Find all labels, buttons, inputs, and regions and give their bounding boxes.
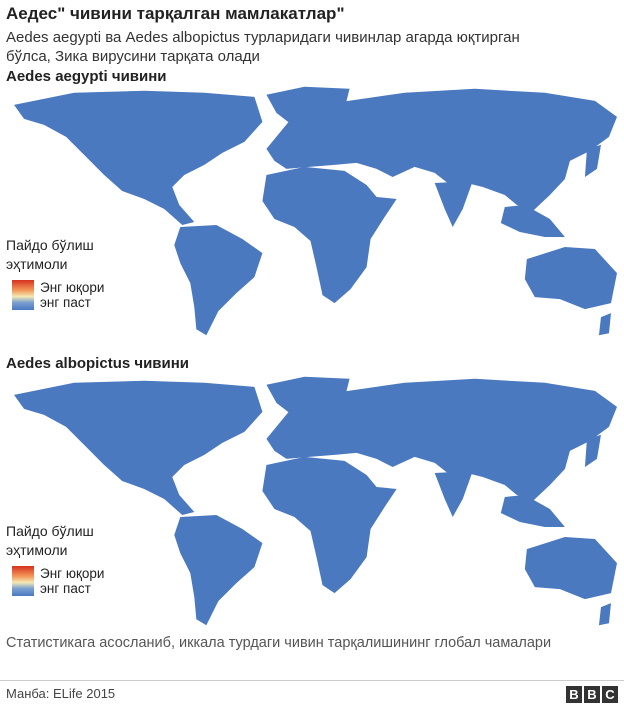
legend-row: Энг юқори энг паст [6, 566, 136, 596]
legend-row: Энг юқори энг паст [6, 280, 136, 310]
source: Манба: ELife 2015 [6, 686, 116, 701]
rule [0, 680, 624, 681]
title: Аедес" чивини тарқалган мамлакатлар" [6, 4, 345, 23]
legend-gradient [12, 280, 34, 310]
legend-low: энг паст [40, 581, 91, 596]
footnote: Статистикага асосланиб, иккала турдаги ч… [6, 635, 552, 651]
map-title: Aedes aegypti чивини [6, 68, 167, 85]
map-title: Aedes albopictus чивини [6, 355, 190, 372]
logo: B B C [566, 686, 618, 703]
logo-letter: C [602, 686, 618, 703]
legend-high: Энг юқори [40, 566, 105, 581]
legend: Пайдо бўлиш эҳтимоли Энг юқори энг паст [6, 522, 136, 596]
map-albopictus [14, 376, 617, 626]
legend: Пайдо бўлиш эҳтимоли Энг юқори энг паст [6, 236, 136, 310]
subtitle: Aedes aegypti ва Aedes albopictus турлар… [6, 29, 520, 65]
logo-letter: B [566, 686, 582, 703]
legend-high: Энг юқори [40, 280, 105, 295]
legend-title: Пайдо бўлиш эҳтимоли [6, 523, 94, 558]
logo-letter: B [584, 686, 600, 703]
legend-low: энг паст [40, 295, 91, 310]
map-aegypti [14, 86, 617, 336]
legend-gradient [12, 566, 34, 596]
legend-title: Пайдо бўлиш эҳтимоли [6, 237, 94, 272]
